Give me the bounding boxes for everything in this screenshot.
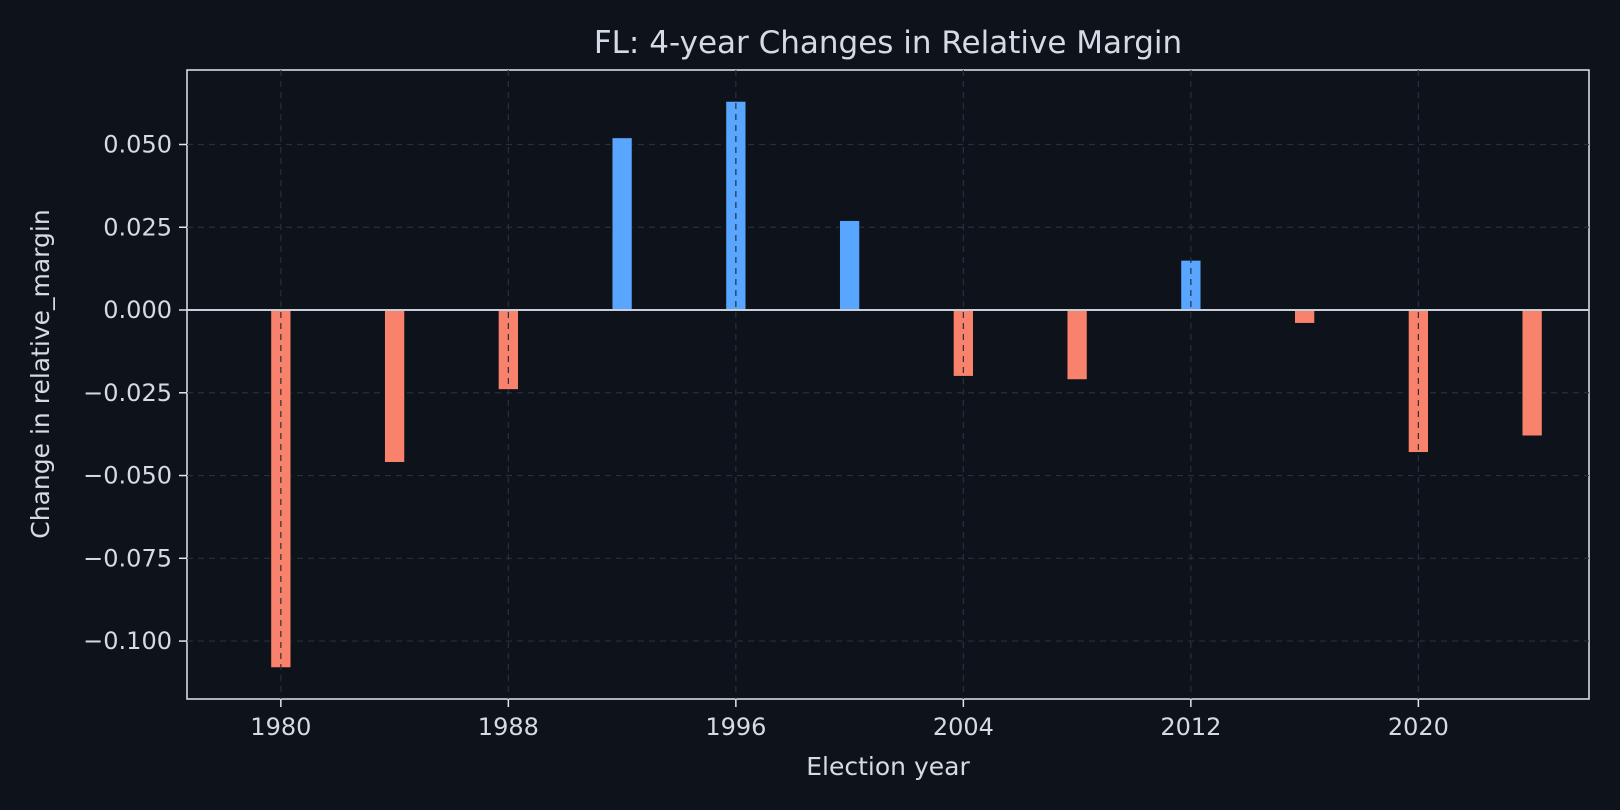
bar-1984 — [384, 309, 405, 463]
y-axis: 0.050 0.025 0.000 −0.025 −0.050 −0.075 −0.100 — [83, 130, 187, 655]
bar-2000 — [839, 220, 860, 311]
y-tick-label: 0.025 — [103, 213, 172, 241]
plot-area — [186, 69, 1590, 700]
y-tick-label: −0.025 — [83, 379, 172, 407]
bars — [270, 101, 1543, 668]
x-axis: 1980 1988 1996 2004 2012 2020 — [250, 699, 1449, 741]
y-tick-label: −0.050 — [83, 462, 172, 490]
bar-2004 — [953, 309, 974, 377]
y-tick-label: 0.000 — [103, 296, 172, 324]
y-tick-label: −0.075 — [83, 544, 172, 572]
bar-1992 — [611, 137, 633, 311]
y-axis-label: Change in relative_margin — [26, 209, 55, 538]
x-tick-label: 1996 — [705, 713, 766, 741]
grid-overlay — [280, 70, 1419, 699]
x-tick-label: 2004 — [933, 713, 994, 741]
y-tick-label: 0.050 — [103, 130, 172, 158]
y-tick-label: −0.100 — [83, 627, 172, 655]
x-tick-label: 1988 — [478, 713, 539, 741]
x-tick-label: 1980 — [250, 713, 311, 741]
x-tick-label: 2012 — [1160, 713, 1221, 741]
bar-2008 — [1066, 309, 1088, 380]
x-axis-label: Election year — [806, 752, 970, 781]
chart-title: FL: 4-year Changes in Relative Margin — [594, 25, 1182, 61]
bar-2016 — [1294, 309, 1315, 324]
x-tick-label: 2020 — [1388, 713, 1449, 741]
bar-2024 — [1521, 309, 1543, 437]
